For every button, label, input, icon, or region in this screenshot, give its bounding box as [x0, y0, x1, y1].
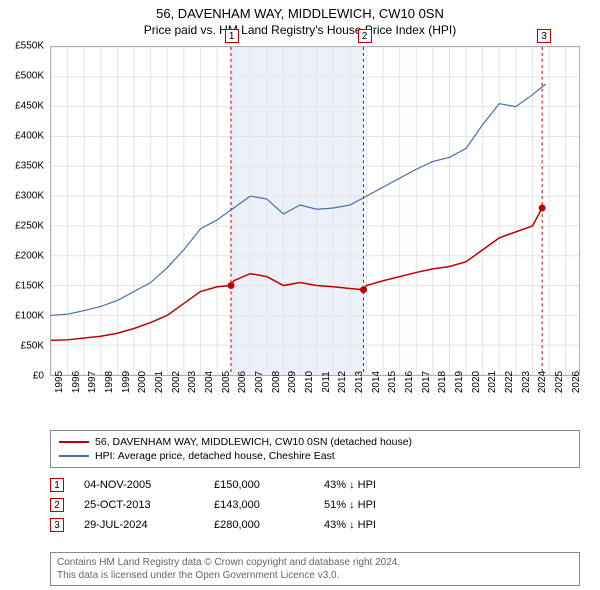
x-tick-label: 2015 [387, 371, 398, 393]
sale-row: 2 25-OCT-2013 £143,000 51% ↓ HPI [50, 495, 580, 515]
sale-diff: 43% ↓ HPI [324, 479, 580, 491]
x-tick-label: 1996 [71, 371, 82, 393]
x-axis: 1995199619971998199920002001200220032004… [50, 378, 580, 428]
legend-label: HPI: Average price, detached house, Ches… [95, 450, 335, 462]
legend-row: 56, DAVENHAM WAY, MIDDLEWICH, CW10 0SN (… [59, 435, 571, 449]
x-tick-label: 2001 [154, 371, 165, 393]
y-tick-label: £550K [15, 41, 44, 52]
x-tick-label: 2002 [171, 371, 182, 393]
x-tick-label: 2003 [187, 371, 198, 393]
footer-line: Contains HM Land Registry data © Crown c… [57, 556, 573, 569]
y-tick-label: £400K [15, 131, 44, 142]
x-tick-label: 2025 [554, 371, 565, 393]
sale-diff: 51% ↓ HPI [324, 499, 580, 511]
x-tick-label: 2019 [454, 371, 465, 393]
y-tick-label: £250K [15, 221, 44, 232]
sale-row: 1 04-NOV-2005 £150,000 43% ↓ HPI [50, 475, 580, 495]
y-tick-label: £150K [15, 281, 44, 292]
y-axis: £0£50K£100K£150K£200K£250K£300K£350K£400… [0, 46, 48, 376]
legend-swatch [59, 441, 89, 443]
sale-index-badge: 2 [50, 498, 64, 512]
legend-swatch [59, 455, 89, 457]
sale-date: 29-JUL-2024 [84, 519, 194, 531]
x-tick-label: 1999 [121, 371, 132, 393]
x-tick-label: 2004 [204, 371, 215, 393]
x-tick-label: 2023 [521, 371, 532, 393]
x-tick-label: 2008 [271, 371, 282, 393]
sale-price: £280,000 [214, 519, 304, 531]
x-tick-label: 2021 [487, 371, 498, 393]
x-tick-label: 2014 [371, 371, 382, 393]
title-block: 56, DAVENHAM WAY, MIDDLEWICH, CW10 0SN P… [0, 0, 600, 39]
x-tick-label: 2022 [504, 371, 515, 393]
y-tick-label: £0 [33, 371, 44, 382]
legend-row: HPI: Average price, detached house, Ches… [59, 449, 571, 463]
x-tick-label: 1997 [87, 371, 98, 393]
legend-label: 56, DAVENHAM WAY, MIDDLEWICH, CW10 0SN (… [95, 436, 412, 448]
y-tick-label: £50K [21, 341, 44, 352]
x-tick-label: 2017 [421, 371, 432, 393]
x-tick-label: 2007 [254, 371, 265, 393]
y-tick-label: £350K [15, 161, 44, 172]
chart-container: 56, DAVENHAM WAY, MIDDLEWICH, CW10 0SN P… [0, 0, 600, 590]
y-tick-label: £300K [15, 191, 44, 202]
sale-index-badge: 1 [50, 478, 64, 492]
plot-svg [51, 47, 579, 375]
x-tick-label: 2000 [137, 371, 148, 393]
sale-dot [360, 286, 367, 293]
x-tick-label: 2006 [237, 371, 248, 393]
y-tick-label: £500K [15, 71, 44, 82]
sale-index-badge: 3 [50, 518, 64, 532]
x-tick-label: 2013 [354, 371, 365, 393]
chart-subtitle: Price paid vs. HM Land Registry's House … [0, 23, 600, 37]
x-tick-label: 2011 [321, 371, 332, 393]
x-tick-label: 1998 [104, 371, 115, 393]
sale-date: 04-NOV-2005 [84, 479, 194, 491]
sale-marker-label: 3 [537, 29, 551, 43]
sale-date: 25-OCT-2013 [84, 499, 194, 511]
x-tick-label: 2018 [437, 371, 448, 393]
data-attribution: Contains HM Land Registry data © Crown c… [50, 552, 580, 586]
x-tick-label: 2009 [287, 371, 298, 393]
legend: 56, DAVENHAM WAY, MIDDLEWICH, CW10 0SN (… [50, 430, 580, 468]
chart-title: 56, DAVENHAM WAY, MIDDLEWICH, CW10 0SN [0, 6, 600, 21]
y-tick-label: £200K [15, 251, 44, 262]
sales-table: 1 04-NOV-2005 £150,000 43% ↓ HPI 2 25-OCT-201… [50, 475, 580, 535]
sale-price: £150,000 [214, 479, 304, 491]
x-tick-label: 2012 [337, 371, 348, 393]
y-tick-label: £450K [15, 101, 44, 112]
x-tick-label: 1995 [54, 371, 65, 393]
sale-price: £143,000 [214, 499, 304, 511]
plot-area: 123 [50, 46, 580, 376]
x-tick-label: 2024 [537, 371, 548, 393]
sale-marker-label: 1 [225, 29, 239, 43]
sale-dot [539, 205, 546, 212]
sale-dot [227, 282, 234, 289]
x-tick-label: 2020 [471, 371, 482, 393]
x-tick-label: 2016 [404, 371, 415, 393]
sale-marker-label: 2 [358, 29, 372, 43]
sale-row: 3 29-JUL-2024 £280,000 43% ↓ HPI [50, 515, 580, 535]
x-tick-label: 2005 [221, 371, 232, 393]
footer-line: This data is licensed under the Open Gov… [57, 569, 573, 582]
x-tick-label: 2026 [571, 371, 582, 393]
y-tick-label: £100K [15, 311, 44, 322]
x-tick-label: 2010 [304, 371, 315, 393]
sale-diff: 43% ↓ HPI [324, 519, 580, 531]
